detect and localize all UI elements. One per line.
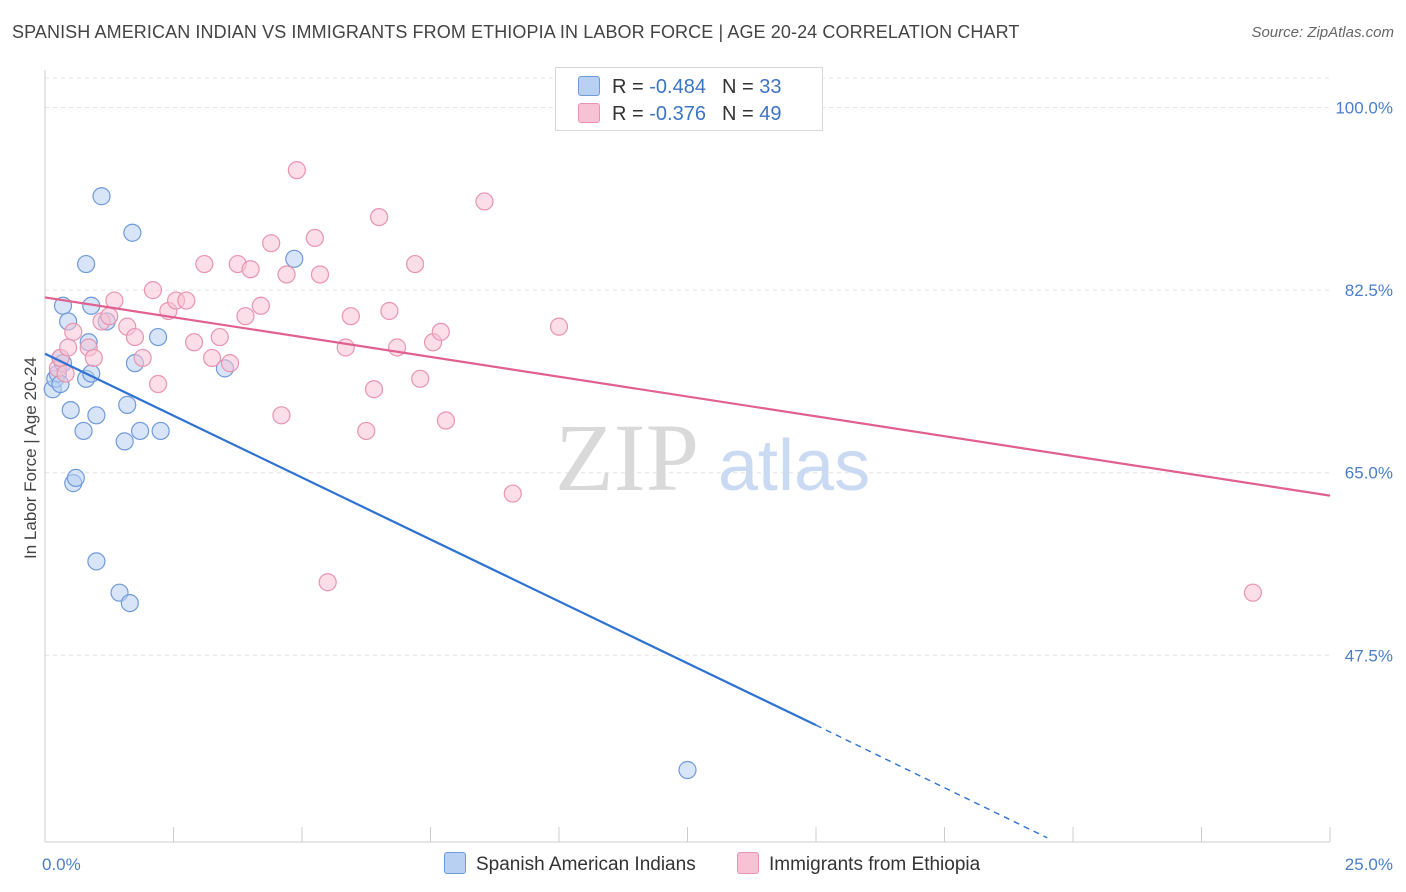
axes <box>44 70 1331 843</box>
data-point-49 <box>1243 583 1263 602</box>
legend-row-immigrants-from-ethiopia: R = -0.376 N = 49 <box>578 103 781 129</box>
legend-r-label: R = <box>612 76 650 98</box>
legend-swatch-pink <box>578 103 600 123</box>
bottom-legend-label: Spanish American Indians <box>476 854 696 875</box>
y-tick-label-3: 100.0% <box>1335 99 1393 118</box>
x-tick-label-0: 0.0% <box>42 855 81 874</box>
data-point-18 <box>184 333 204 352</box>
data-point-11 <box>74 421 93 441</box>
data-point-35 <box>341 307 360 326</box>
data-point-3 <box>59 338 78 357</box>
data-point-17 <box>177 291 196 310</box>
data-point-28 <box>272 406 291 425</box>
legend-n-label: N = <box>721 76 760 98</box>
legend-n-value: 33 <box>759 76 782 98</box>
series-immigrants-from-ethiopia <box>48 161 1263 602</box>
legend-n-value: 49 <box>759 103 782 125</box>
bottom-legend-swatch-blue <box>444 852 466 874</box>
data-point-25 <box>123 223 142 242</box>
data-point-12 <box>133 348 152 368</box>
correlation-legend: R = -0.484 N = 33 R = -0.376 N = 49 <box>555 67 823 131</box>
data-point-39 <box>380 301 399 321</box>
legend-swatch-blue <box>578 76 600 96</box>
data-point-34 <box>336 338 355 357</box>
data-point-48 <box>549 317 569 336</box>
data-point-33 <box>318 573 337 592</box>
data-point-38 <box>370 207 389 227</box>
data-point-19 <box>195 254 214 274</box>
data-point-14 <box>148 374 168 394</box>
data-point-13 <box>143 281 163 300</box>
data-point-30 <box>287 161 306 180</box>
data-point-22 <box>115 432 134 451</box>
data-point-10 <box>66 468 85 488</box>
trend-lines <box>44 296 1331 839</box>
data-point-41 <box>405 254 425 274</box>
source-credit: Source: ZipAtlas.com <box>1251 24 1394 41</box>
watermark-zip: ZIP <box>555 404 699 511</box>
data-point-6 <box>84 348 103 368</box>
data-point-24 <box>120 593 139 613</box>
data-point-36 <box>357 421 376 441</box>
data-point-23 <box>118 395 137 414</box>
data-point-44 <box>431 322 450 341</box>
data-point-20 <box>202 348 222 368</box>
data-point-45 <box>436 411 456 430</box>
data-point-8 <box>100 307 119 326</box>
data-point-29 <box>277 265 296 284</box>
data-point-46 <box>475 192 494 211</box>
data-point-22 <box>220 354 240 373</box>
data-point-29 <box>151 421 170 441</box>
bottom-legend-swatch-pink <box>737 852 759 874</box>
legend-r-value: -0.484 <box>649 76 706 98</box>
data-point-37 <box>364 380 384 399</box>
legend-r-value: -0.376 <box>649 103 706 125</box>
legend-n-label: N = <box>721 103 760 125</box>
data-point-11 <box>125 327 145 347</box>
legend-r-label: R = <box>612 103 650 125</box>
data-point-2 <box>56 364 75 383</box>
watermark: ZIP atlas <box>555 404 870 511</box>
bottom-legend-immigrants-from-ethiopia: Immigrants from Ethiopia <box>737 852 980 876</box>
trend-line-pink <box>44 296 1331 497</box>
data-point-47 <box>503 484 522 503</box>
y-tick-label-2: 82.5% <box>1345 281 1393 300</box>
data-point-42 <box>411 369 430 388</box>
data-point-32 <box>310 265 330 284</box>
x-tick-labels: 0.0% 25.0% <box>42 855 1393 874</box>
data-point-25 <box>241 260 260 279</box>
y-tick-labels: 47.5% 65.0% 82.5% 100.0% <box>1335 99 1393 666</box>
data-point-28 <box>148 327 168 347</box>
y-tick-label-1: 65.0% <box>1345 464 1393 483</box>
data-point-17 <box>87 552 106 571</box>
bottom-legend-label: Immigrants from Ethiopia <box>769 854 981 875</box>
watermark-atlas: atlas <box>718 426 870 506</box>
data-point-31 <box>285 249 304 268</box>
x-tick-label-1: 25.0% <box>1345 855 1393 874</box>
y-axis-title: In Labor Force | Age 20-24 <box>21 357 40 559</box>
data-point-24 <box>236 307 255 326</box>
trend-line-blue <box>44 352 817 727</box>
data-point-19 <box>92 187 111 206</box>
data-point-32 <box>678 760 697 780</box>
data-point-27 <box>262 234 281 253</box>
bottom-legend-spanish-american-indians: Spanish American Indians <box>444 852 696 876</box>
legend-row-spanish-american-indians: R = -0.484 N = 33 <box>578 76 781 102</box>
data-point-4 <box>64 322 83 341</box>
data-point-27 <box>130 421 150 441</box>
data-point-8 <box>61 400 80 420</box>
chart-title: SPANISH AMERICAN INDIAN VS IMMIGRANTS FR… <box>12 22 1020 42</box>
data-point-18 <box>87 406 106 425</box>
data-point-26 <box>251 296 270 315</box>
data-point-21 <box>210 327 229 347</box>
trend-line-blue-extension <box>815 724 1048 839</box>
data-point-13 <box>77 254 96 274</box>
y-tick-label-0: 47.5% <box>1345 646 1393 665</box>
data-point-31 <box>305 228 324 248</box>
